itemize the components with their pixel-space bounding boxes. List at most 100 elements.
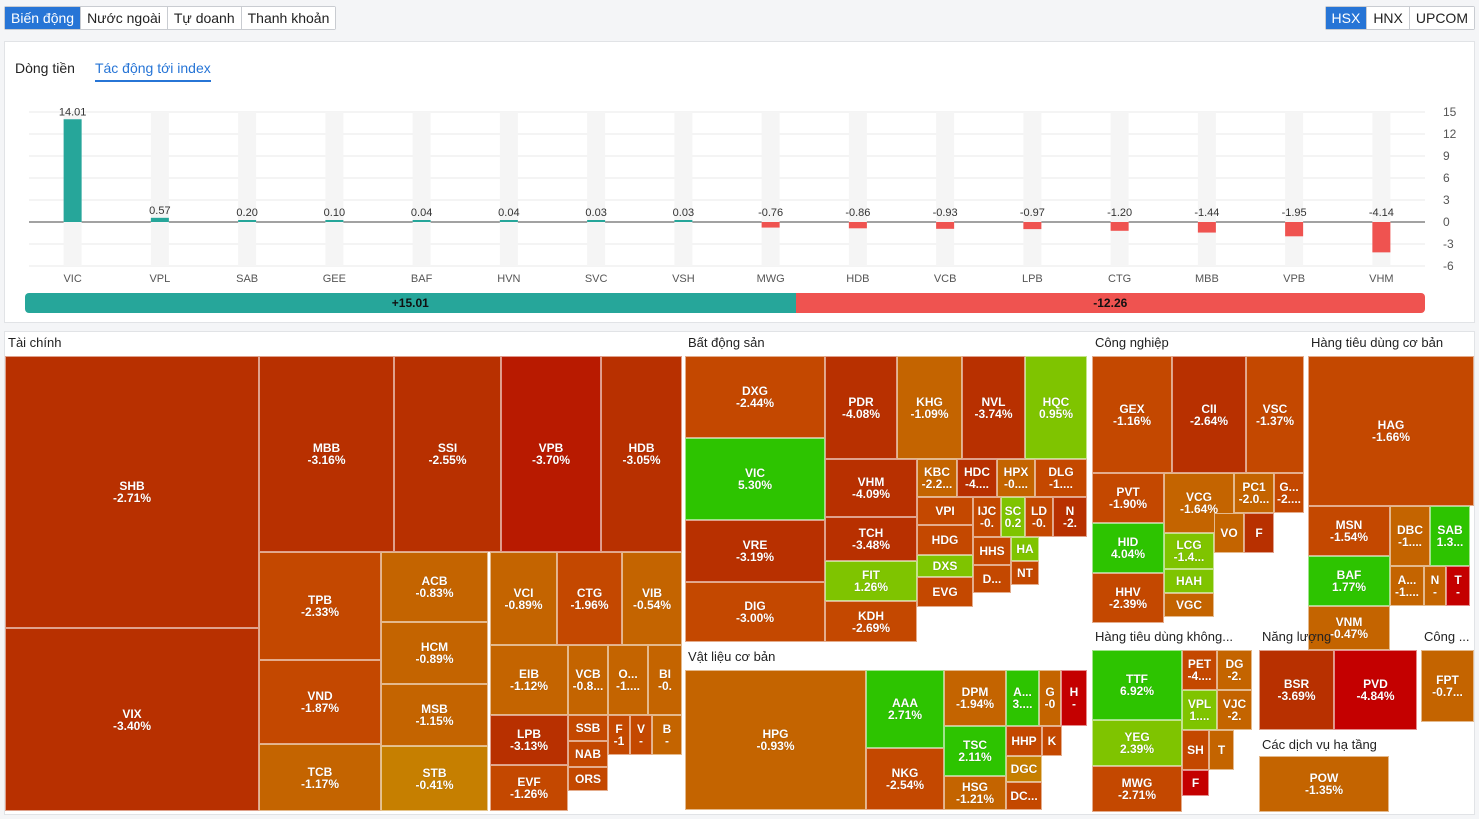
stock-cell-vgc[interactable]: VGC (1164, 593, 1214, 617)
stock-cell-t[interactable]: T- (1446, 566, 1470, 606)
stock-cell-vci[interactable]: VCI -0.89% (490, 552, 557, 645)
stock-cell-sab[interactable]: SAB 1.3... (1430, 506, 1470, 566)
impact-bar-vic[interactable] (63, 119, 82, 222)
impact-bar-vcb[interactable] (936, 222, 955, 229)
stock-cell-shb[interactable]: SHB -2.71% (5, 356, 259, 628)
stock-cell-hsg[interactable]: HSG -1.21% (944, 776, 1006, 810)
stock-cell-yeg[interactable]: YEG 2.39% (1092, 720, 1182, 766)
stock-cell-ha[interactable]: HA (1011, 537, 1039, 561)
stock-cell-kbc[interactable]: KBC -2.2... (917, 459, 957, 497)
stock-cell-dg[interactable]: DG -2. (1217, 650, 1252, 690)
stock-cell-hdb[interactable]: HDB -3.05% (601, 356, 682, 552)
tab-hsx[interactable]: HSX (1325, 7, 1368, 29)
stock-cell-g[interactable]: G... -2.... (1274, 473, 1304, 513)
stock-cell-dc[interactable]: DC... (1006, 782, 1042, 810)
stock-cell-pvd[interactable]: PVD -4.84% (1334, 650, 1417, 730)
tab-hnx[interactable]: HNX (1367, 7, 1410, 29)
stock-cell-vix[interactable]: VIX -3.40% (5, 628, 259, 811)
stock-cell-tpb[interactable]: TPB -2.33% (259, 552, 381, 660)
stock-cell-kdh[interactable]: KDH -2.69% (825, 601, 917, 642)
stock-cell-hdc[interactable]: HDC -4.... (957, 459, 997, 497)
stock-cell-pet[interactable]: PET -4.... (1182, 650, 1217, 690)
stock-cell-stb[interactable]: STB -0.41% (381, 746, 488, 811)
stock-cell-aaa[interactable]: AAA 2.71% (866, 670, 944, 748)
impact-bar-svc[interactable] (587, 220, 606, 222)
stock-cell-hpg[interactable]: HPG -0.93% (685, 670, 866, 810)
stock-cell-nvl[interactable]: NVL -3.74% (962, 356, 1025, 459)
impact-bar-vhm[interactable] (1372, 222, 1391, 253)
stock-cell-g[interactable]: G -0 (1039, 670, 1061, 726)
stock-cell-sc[interactable]: SC 0.2 (1001, 497, 1025, 537)
stock-cell-ssb[interactable]: SSB (568, 715, 608, 741)
stock-cell-lcg[interactable]: LCG -1.4... (1164, 533, 1214, 569)
stock-cell-hhs[interactable]: HHS (973, 537, 1011, 565)
stock-cell-hah[interactable]: HAH (1164, 569, 1214, 593)
stock-cell-msb[interactable]: MSB -1.15% (381, 684, 488, 746)
impact-bar-vpb[interactable] (1285, 222, 1304, 237)
stock-cell-ctg[interactable]: CTG -1.96% (557, 552, 622, 645)
impact-bar-sab[interactable] (238, 220, 257, 222)
stock-cell-eib[interactable]: EIB -1.12% (490, 645, 568, 715)
stock-cell-msn[interactable]: MSN -1.54% (1308, 506, 1390, 556)
stock-cell-b[interactable]: B- (652, 715, 682, 755)
stock-cell-hag[interactable]: HAG -1.66% (1308, 356, 1474, 506)
stock-cell-dgc[interactable]: DGC (1006, 756, 1042, 782)
stock-cell-t[interactable]: T (1209, 730, 1234, 770)
stock-cell-tsc[interactable]: TSC 2.11% (944, 726, 1006, 776)
stock-cell-ttf[interactable]: TTF 6.92% (1092, 650, 1182, 720)
stock-cell-f[interactable]: F (1244, 513, 1274, 553)
impact-bar-mwg[interactable] (761, 222, 780, 228)
stock-cell-vpb[interactable]: VPB -3.70% (501, 356, 601, 552)
stock-cell-mbb[interactable]: MBB -3.16% (259, 356, 394, 552)
tab-upcom[interactable]: UPCOM (1409, 7, 1474, 29)
stock-cell-vo[interactable]: VO (1214, 513, 1244, 553)
stock-cell-ld[interactable]: LD -0. (1025, 497, 1053, 537)
stock-cell-h[interactable]: H- (1061, 670, 1087, 726)
stock-cell-tcb[interactable]: TCB -1.17% (259, 744, 381, 811)
stock-cell-k[interactable]: K (1042, 726, 1062, 756)
stock-cell-vcb[interactable]: VCB -0.8... (568, 645, 608, 715)
stock-cell-dbc[interactable]: DBC -1.... (1390, 506, 1430, 566)
stock-cell-nab[interactable]: NAB (568, 741, 608, 767)
stock-cell-ors[interactable]: ORS (568, 767, 608, 791)
stock-cell-evg[interactable]: EVG (917, 577, 973, 607)
tab-thanh-khoan[interactable]: Thanh khoản (241, 7, 336, 29)
stock-cell-n[interactable]: N -2. (1053, 497, 1087, 537)
stock-cell-ijc[interactable]: IJC -0. (973, 497, 1001, 537)
stock-cell-pdr[interactable]: PDR -4.08% (825, 356, 897, 459)
stock-cell-a[interactable]: A... -1.... (1390, 566, 1424, 606)
stock-cell-vib[interactable]: VIB -0.54% (622, 552, 682, 645)
stock-cell-hdg[interactable]: HDG (917, 525, 973, 555)
stock-cell-hpx[interactable]: HPX -0.... (997, 459, 1035, 497)
stock-cell-hhp[interactable]: HHP (1006, 726, 1042, 756)
stock-cell-cii[interactable]: CII -2.64% (1172, 356, 1246, 473)
stock-cell-dlg[interactable]: DLG -1.... (1035, 459, 1087, 497)
impact-bar-gee[interactable] (325, 220, 344, 222)
stock-cell-mwg[interactable]: MWG -2.71% (1092, 766, 1182, 812)
stock-cell-hqc[interactable]: HQC 0.95% (1025, 356, 1087, 459)
impact-bar-lpb[interactable] (1023, 222, 1042, 230)
stock-cell-d[interactable]: D... (973, 565, 1011, 593)
stock-cell-pvt[interactable]: PVT -1.90% (1092, 473, 1164, 523)
stock-cell-bsr[interactable]: BSR -3.69% (1259, 650, 1334, 730)
tab-dong-tien[interactable]: Dòng tiền (15, 60, 75, 76)
stock-cell-vpl[interactable]: VPL 1.... (1182, 690, 1217, 730)
stock-cell-hhv[interactable]: HHV -2.39% (1092, 573, 1164, 623)
stock-cell-hcm[interactable]: HCM -0.89% (381, 622, 488, 684)
stock-cell-bi[interactable]: BI -0. (648, 645, 682, 715)
impact-bar-mbb[interactable] (1197, 222, 1216, 233)
stock-cell-o[interactable]: O... -1.... (608, 645, 648, 715)
stock-cell-n[interactable]: N- (1424, 566, 1446, 606)
stock-cell-pow[interactable]: POW -1.35% (1259, 756, 1389, 812)
stock-cell-dig[interactable]: DIG -3.00% (685, 582, 825, 642)
stock-cell-a[interactable]: A... 3.... (1006, 670, 1039, 726)
stock-cell-vre[interactable]: VRE -3.19% (685, 520, 825, 582)
tab-nuoc-ngoai[interactable]: Nước ngoài (81, 7, 168, 29)
impact-bar-ctg[interactable] (1110, 222, 1129, 231)
stock-cell-f[interactable]: F (1182, 770, 1209, 796)
stock-cell-fpt[interactable]: FPT -0.7... (1421, 650, 1474, 722)
stock-cell-vsc[interactable]: VSC -1.37% (1246, 356, 1304, 473)
stock-cell-dxg[interactable]: DXG -2.44% (685, 356, 825, 438)
tab-tu-doanh[interactable]: Tự doanh (167, 7, 242, 29)
stock-cell-nt[interactable]: NT (1011, 561, 1039, 585)
